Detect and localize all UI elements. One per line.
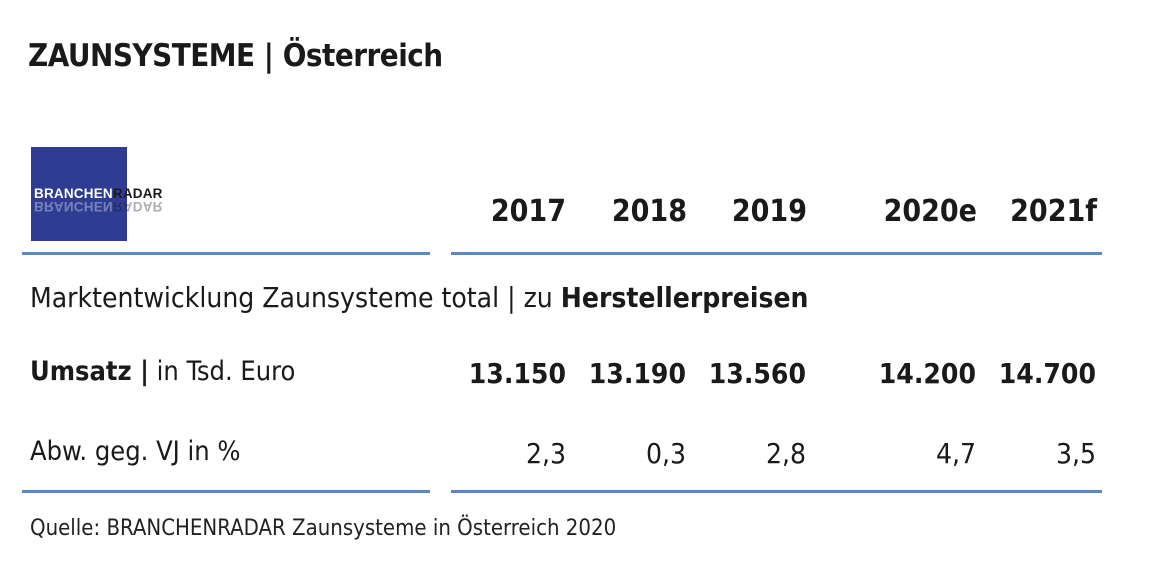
- umsatz-2017: 13.150: [468, 357, 566, 390]
- row-label-umsatz: Umsatz | in Tsd. Euro: [30, 356, 296, 387]
- logo-reflection: BRANCHENRADAR: [34, 199, 163, 214]
- row-label-abweichung: Abw. geg. VJ in %: [30, 436, 241, 467]
- umsatz-2021f: 14.700: [998, 357, 1096, 390]
- umsatz-2019: 13.560: [708, 357, 806, 390]
- footer-rule-left: [22, 490, 430, 493]
- header-rule-right: [451, 252, 1102, 255]
- source-note: Quelle: BRANCHENRADAR Zaunsysteme in Öst…: [30, 516, 617, 541]
- page-title: ZAUNSYSTEME | Österreich: [28, 38, 443, 74]
- abw-2019: 2,8: [765, 437, 806, 470]
- abw-2017: 2,3: [525, 437, 566, 470]
- year-header-2019: 2019: [731, 194, 807, 229]
- abw-2021f: 3,5: [1055, 437, 1096, 470]
- year-header-2021f: 2021f: [1010, 194, 1097, 229]
- year-header-2020e: 2020e: [883, 194, 977, 229]
- footer-rule-right: [451, 490, 1102, 493]
- umsatz-2018: 13.190: [588, 357, 686, 390]
- logo-wordmark: BRANCHENRADAR BRANCHENRADAR: [34, 186, 163, 214]
- section-heading: Marktentwicklung Zaunsysteme total | zu …: [30, 281, 809, 314]
- year-header-2018: 2018: [611, 194, 687, 229]
- branchenradar-logo: BRANCHENRADAR BRANCHENRADAR: [31, 147, 163, 241]
- year-header-2017: 2017: [490, 194, 566, 229]
- umsatz-2020e: 14.200: [878, 357, 976, 390]
- abw-2018: 0,3: [645, 437, 686, 470]
- header-rule-left: [22, 252, 430, 255]
- abw-2020e: 4,7: [935, 437, 976, 470]
